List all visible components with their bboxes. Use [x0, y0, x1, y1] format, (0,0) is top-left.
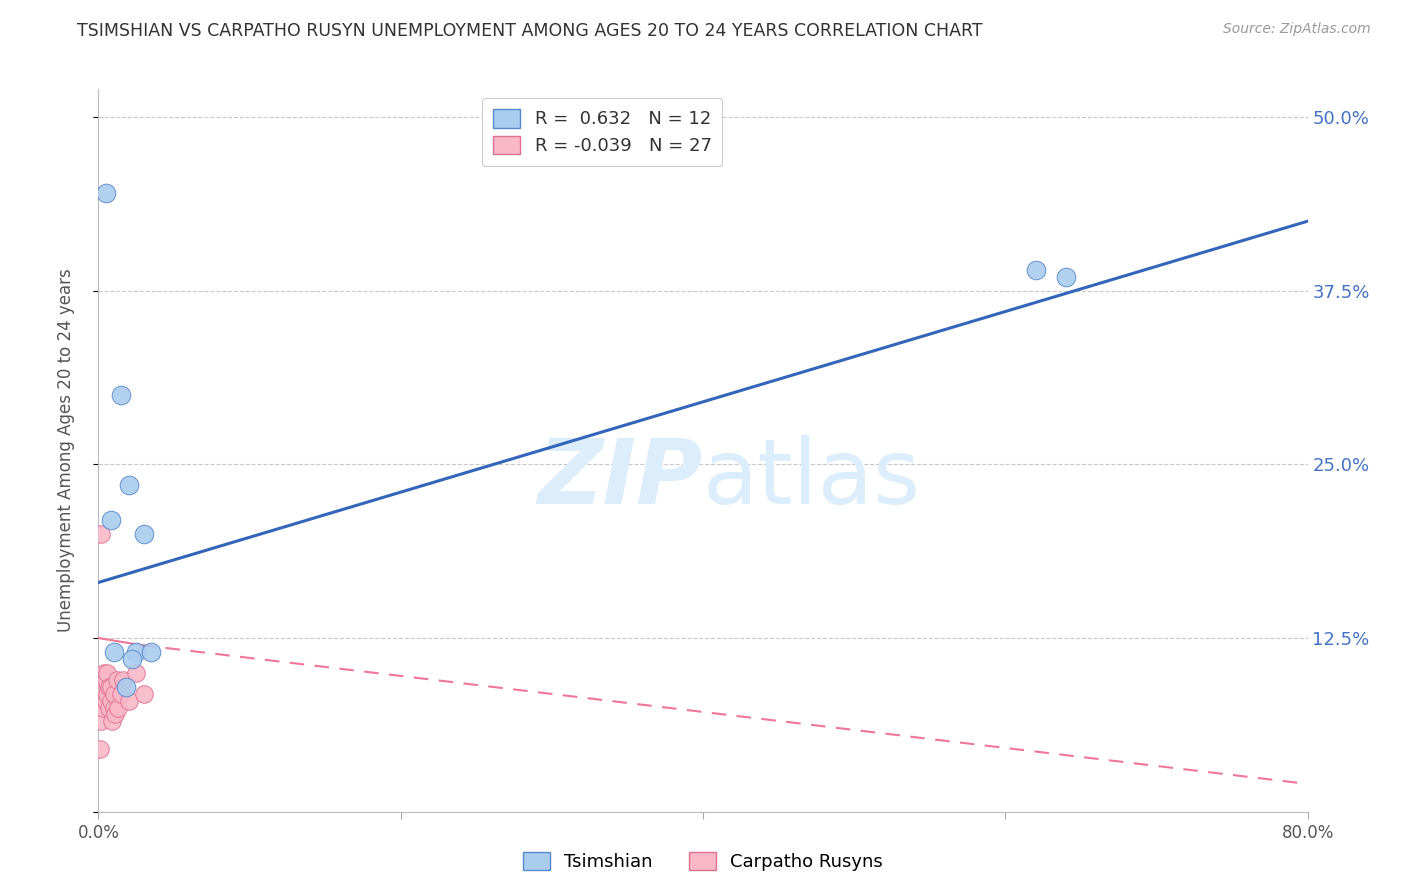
Point: [90, 693, 112, 707]
Point: [98, 680, 121, 694]
Point: [101, 714, 124, 729]
Point: [1024, 262, 1046, 277]
Point: [100, 693, 122, 707]
Point: [104, 707, 127, 722]
Point: [118, 478, 141, 492]
Point: [93, 665, 115, 680]
Point: [96, 665, 118, 680]
Point: [100, 680, 122, 694]
Text: ZIP: ZIP: [537, 435, 703, 524]
Point: [107, 700, 129, 714]
Point: [94, 673, 117, 687]
Point: [103, 687, 125, 701]
Text: Source: ZipAtlas.com: Source: ZipAtlas.com: [1223, 22, 1371, 37]
Point: [89, 742, 111, 756]
Point: [94, 186, 117, 201]
Point: [98, 700, 121, 714]
Legend: Tsimshian, Carpatho Rusyns: Tsimshian, Carpatho Rusyns: [516, 845, 890, 879]
Point: [111, 673, 134, 687]
Point: [93, 687, 115, 701]
Point: [110, 687, 132, 701]
Text: atlas: atlas: [703, 435, 921, 524]
Point: [110, 388, 132, 402]
Point: [114, 680, 136, 694]
Point: [118, 693, 141, 707]
Point: [94, 693, 117, 707]
Point: [96, 687, 118, 701]
Point: [125, 665, 148, 680]
Point: [91, 700, 114, 714]
Point: [1054, 269, 1077, 284]
Legend: R =  0.632   N = 12, R = -0.039   N = 27: R = 0.632 N = 12, R = -0.039 N = 27: [482, 98, 723, 166]
Point: [100, 513, 122, 527]
Text: TSIMSHIAN VS CARPATHO RUSYN UNEMPLOYMENT AMONG AGES 20 TO 24 YEARS CORRELATION C: TSIMSHIAN VS CARPATHO RUSYN UNEMPLOYMENT…: [77, 22, 983, 40]
Y-axis label: Unemployment Among Ages 20 to 24 years: Unemployment Among Ages 20 to 24 years: [56, 268, 75, 632]
Point: [90, 714, 112, 729]
Point: [103, 700, 125, 714]
Point: [132, 687, 155, 701]
Point: [121, 652, 143, 666]
Point: [90, 526, 112, 541]
Point: [141, 645, 163, 659]
Point: [125, 645, 148, 659]
Point: [132, 526, 155, 541]
Point: [91, 680, 114, 694]
Point: [105, 673, 128, 687]
Point: [103, 645, 125, 659]
